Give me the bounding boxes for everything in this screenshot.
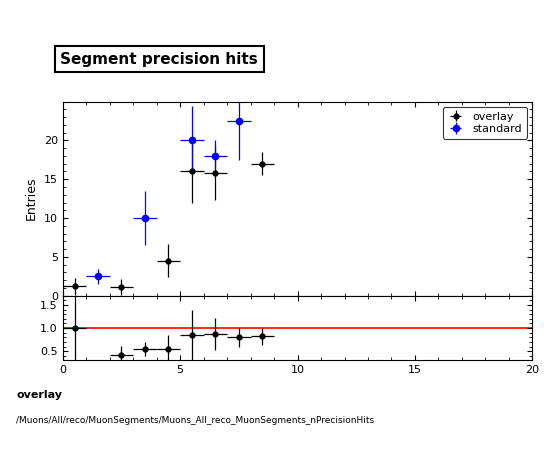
Text: overlay: overlay	[16, 390, 62, 401]
Legend: overlay, standard: overlay, standard	[443, 107, 527, 139]
Text: /Muons/All/reco/MuonSegments/Muons_All_reco_MuonSegments_nPrecisionHits: /Muons/All/reco/MuonSegments/Muons_All_r…	[16, 416, 375, 425]
Text: Segment precision hits: Segment precision hits	[61, 52, 258, 67]
Y-axis label: Entries: Entries	[25, 177, 38, 220]
